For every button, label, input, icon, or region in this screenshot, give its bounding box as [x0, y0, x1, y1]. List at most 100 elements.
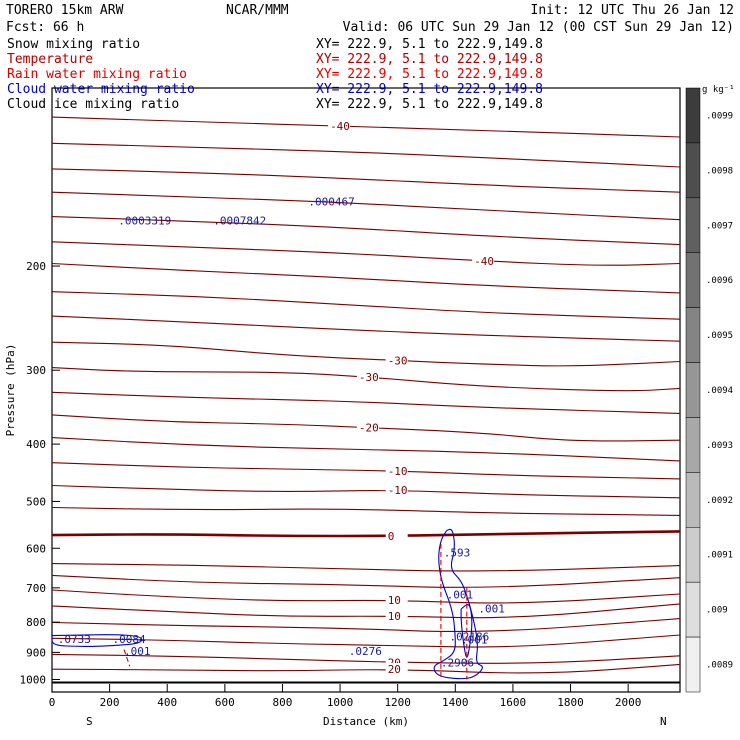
- temperature-label-14: -10: [388, 465, 408, 478]
- x-tick-label-7: 1400: [442, 696, 469, 709]
- x-axis-label: Distance (km): [323, 715, 409, 728]
- temperature-contour-8: [51, 315, 681, 342]
- temperature-contour-14: [51, 462, 681, 480]
- temperature-label-bg-21: [385, 609, 408, 621]
- forecast-hour: Fcst: 66 h: [6, 20, 84, 35]
- temperature-label-15: -10: [388, 484, 408, 497]
- colorbar-segment-6: [685, 417, 701, 473]
- temperature-contour-12: [51, 414, 681, 442]
- colorbar-label-0: .0099: [706, 111, 733, 121]
- temperature-contour-6: [51, 262, 681, 294]
- colorbar-label-1: .0098: [706, 166, 733, 176]
- model-title: TORERO 15km ARW: [6, 3, 124, 18]
- y-tick-label-2: 400: [26, 438, 46, 451]
- y-tick-label-1: 300: [26, 364, 46, 377]
- y-tick-label-3: 500: [26, 495, 46, 508]
- value-annotation-6: .02186: [450, 631, 490, 644]
- temperature-contour-16: [51, 506, 681, 516]
- value-annotation-2: .000467: [308, 195, 354, 208]
- value-annotation-4: .001: [447, 589, 474, 602]
- value-annotation-8: .0276: [349, 645, 382, 658]
- temperature-contour-13: [51, 437, 681, 462]
- x-tick-label-1: 200: [100, 696, 120, 709]
- value-annotation-7: .001: [461, 634, 488, 647]
- colorbar-label-4: .0095: [706, 331, 733, 341]
- field-xy-3: XY= 222.9, 5.1 to 222.9,149.8: [316, 82, 543, 97]
- colorbar-segment-4: [685, 307, 701, 363]
- colorbar-segment-2: [685, 197, 701, 253]
- value-annotation-0: .0003319: [118, 214, 171, 227]
- value-annotation-11: .0733: [58, 633, 91, 646]
- colorbar-segment-5: [685, 362, 701, 418]
- temperature-label-bg-14: [385, 464, 408, 476]
- colorbar-label-7: .0092: [706, 496, 733, 506]
- x-tick-label-9: 1800: [557, 696, 584, 709]
- x-tick-label-4: 800: [273, 696, 293, 709]
- temperature-contour-3: [51, 191, 681, 221]
- colorbar-segment-3: [685, 252, 701, 308]
- temperature-label-12: -20: [359, 422, 379, 435]
- cloud-water-contour-0: [433, 528, 483, 680]
- valid-time: Valid: 06 UTC Sun 29 Jan 12 (00 CST Sun …: [343, 20, 734, 35]
- footer-north: N: [660, 715, 667, 728]
- temperature-label-bg-24: [385, 656, 408, 668]
- org-title: NCAR/MMM: [226, 3, 289, 18]
- field-xy-1: XY= 222.9, 5.1 to 222.9,149.8: [316, 52, 543, 67]
- plot-frame: [51, 87, 681, 693]
- temperature-contour-10: [51, 367, 681, 392]
- cloud-water-contour-2: [51, 634, 143, 647]
- colorbar-segment-7: [685, 472, 701, 528]
- x-tick-label-10: 2000: [615, 696, 642, 709]
- temperature-label-bg-17: [385, 529, 408, 541]
- rain-contour-2: [123, 649, 131, 667]
- temperature-contour-5: [51, 241, 681, 266]
- temperature-label-bg-25: [385, 662, 408, 674]
- field-name-4: Cloud ice mixing ratio: [7, 97, 179, 112]
- x-tick-label-2: 400: [157, 696, 177, 709]
- y-axis-label: Pressure (hPa): [4, 344, 17, 437]
- temperature-label-21: 10: [388, 610, 401, 623]
- y-tick-label-6: 800: [26, 616, 46, 629]
- y-tick-label-0: 200: [26, 260, 46, 273]
- temperature-contour-7: [51, 291, 681, 320]
- field-xy-4: XY= 222.9, 5.1 to 222.9,149.8: [316, 97, 543, 112]
- field-name-3: Cloud water mixing ratio: [7, 82, 195, 97]
- x-tick-label-6: 1200: [384, 696, 411, 709]
- temperature-contour-17: [51, 530, 681, 538]
- temperature-contour-24: [51, 653, 681, 664]
- temperature-contour-23: [51, 634, 681, 648]
- temperature-label-5: -40: [474, 255, 494, 268]
- colorbar-segment-8: [685, 527, 701, 583]
- temperature-contour-15: [51, 484, 681, 499]
- colorbar-segment-9: [685, 581, 701, 638]
- field-name-1: Temperature: [7, 52, 93, 67]
- temperature-contour-25: [51, 663, 681, 674]
- temperature-label-bg-9: [385, 354, 408, 366]
- x-tick-label-0: 0: [49, 696, 56, 709]
- colorbar-unit: g kg⁻¹: [702, 85, 735, 95]
- temperature-label-9: -30: [388, 355, 408, 368]
- x-tick-label-8: 1600: [500, 696, 527, 709]
- colorbar-label-6: .0093: [706, 441, 733, 451]
- colorbar-segment-1: [685, 142, 701, 199]
- temperature-contour-11: [51, 391, 681, 414]
- temperature-label-bg-15: [385, 483, 408, 495]
- temperature-contour-0: [51, 116, 681, 138]
- temperature-label-17: 0: [388, 530, 395, 543]
- temperature-contour-19: [51, 574, 681, 588]
- x-tick-label-5: 1000: [327, 696, 354, 709]
- field-name-0: Snow mixing ratio: [7, 37, 140, 52]
- y-tick-label-7: 900: [26, 646, 46, 659]
- colorbar-label-2: .0097: [706, 221, 733, 231]
- colorbar-label-5: .0094: [706, 386, 733, 396]
- temperature-label-bg-20: [385, 594, 408, 606]
- value-annotation-10: .001: [124, 645, 150, 658]
- temperature-label-bg-0: [328, 120, 351, 132]
- y-tick-label-4: 600: [26, 542, 46, 555]
- value-annotation-5: .001: [478, 602, 505, 615]
- temperature-contour-2: [51, 168, 681, 193]
- colorbar-label-9: .009: [706, 606, 728, 616]
- temperature-label-25: 20: [388, 663, 401, 676]
- value-annotation-9: .2906: [441, 656, 474, 669]
